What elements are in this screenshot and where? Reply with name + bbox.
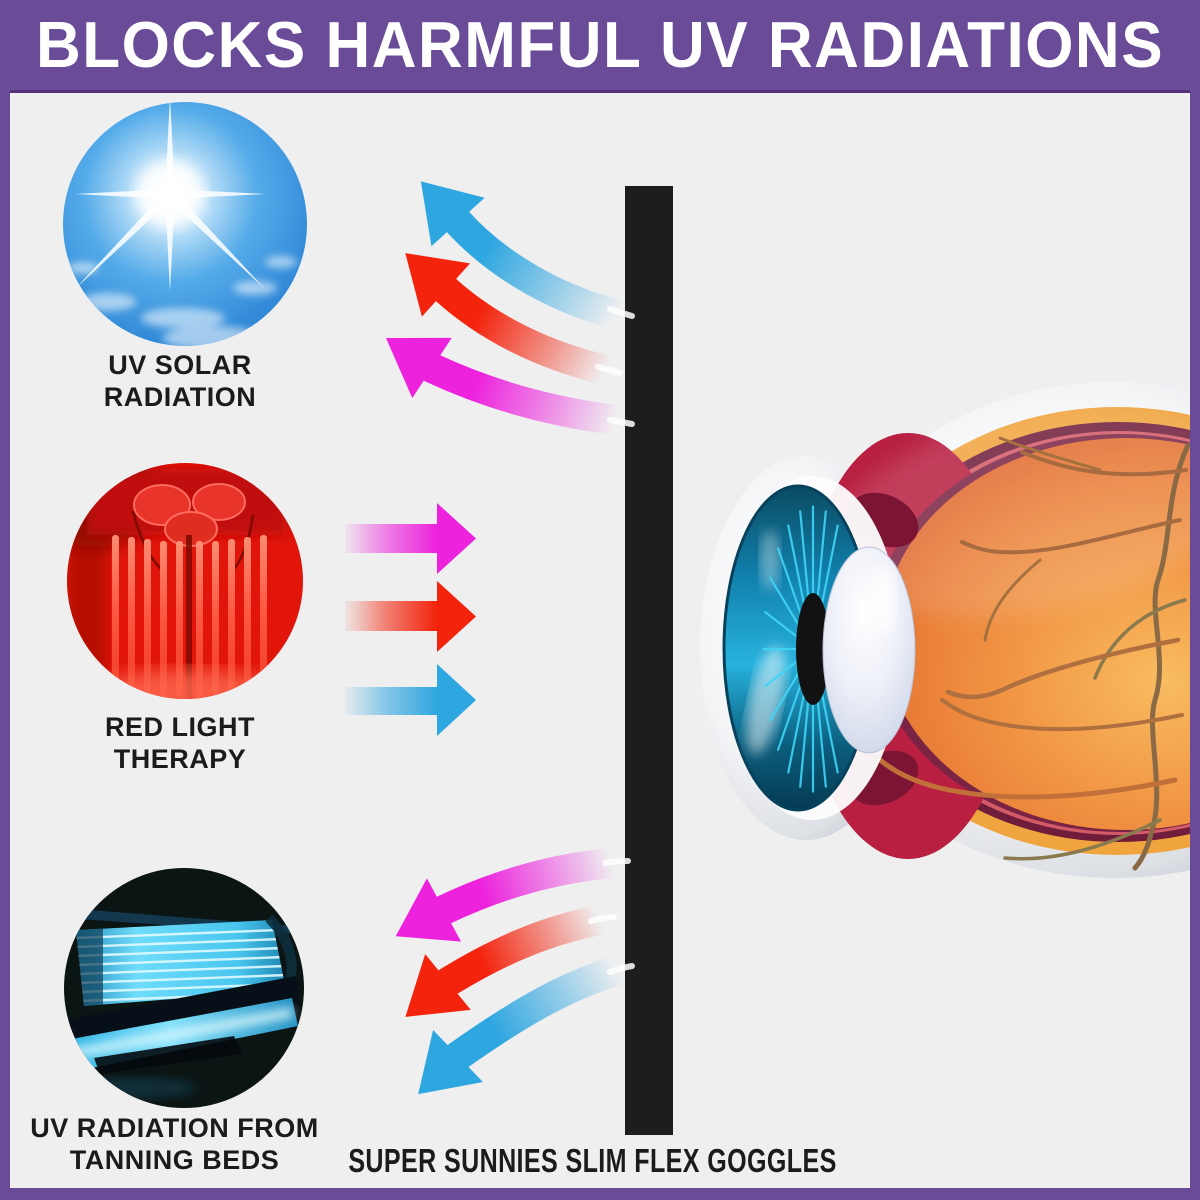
arrow-tail-highlights [595, 306, 635, 427]
reflected-arrow-blue [420, 181, 631, 329]
incoming-uv-arrows-middle [345, 503, 476, 736]
straight-arrow-magenta [345, 503, 476, 574]
tanning-bed-photo-circle [64, 868, 304, 1108]
label-uv-radiation-tanning-beds: UV RADIATION FROM TANNING BEDS [2, 1113, 347, 1177]
page-title: BLOCKS HARMFUL UV RADIATIONS [35, 9, 1165, 81]
retinal-blood-vessels [877, 436, 1191, 871]
red-light-tubes [112, 535, 267, 699]
arrow-tail-highlights-bottom [588, 858, 635, 975]
label-line: RADIATION [103, 381, 257, 412]
reflected-arrow-red [405, 253, 621, 385]
vitreous-sheen [833, 402, 1200, 618]
product-name-label: SUPER SUNNIES SLIM FLEX GOGGLES [348, 1142, 837, 1179]
label-uv-solar-radiation: UV SOLAR RADIATION [60, 350, 300, 414]
frame-border-left [0, 0, 10, 1200]
lens [822, 546, 916, 754]
label-line: THERAPY [113, 743, 247, 774]
reflected-arrow-magenta [386, 337, 631, 435]
straight-arrow-blue [345, 664, 476, 736]
sun-photo-circle [63, 102, 307, 346]
sun-core [155, 179, 185, 209]
label-line: UV SOLAR [108, 350, 252, 380]
reflected-arrow-blue-bottom [418, 955, 633, 1095]
cornea-highlight-2 [760, 530, 780, 590]
header-banner: BLOCKS HARMFUL UV RADIATIONS [0, 0, 1200, 93]
lens-highlight [873, 566, 895, 634]
clouds [67, 256, 297, 346]
label-line: RED LIGHT [105, 712, 255, 742]
label-line: TANNING BEDS [69, 1144, 280, 1175]
goggle-lens-bar [625, 186, 673, 1135]
reflected-uv-arrows-top [386, 181, 635, 435]
label-red-light-therapy: RED LIGHT THERAPY [60, 712, 300, 776]
bench-shadow [94, 1036, 242, 1074]
straight-arrow-red [345, 581, 476, 652]
reflected-arrow-magenta-bottom [395, 848, 627, 942]
reflected-arrow-red-bottom [405, 905, 615, 1017]
human-eye-cross-section-illustration [700, 382, 1200, 878]
cornea-highlight [746, 646, 786, 754]
frame-border-right [1190, 0, 1200, 1200]
red-light-therapy-photo-circle [67, 463, 303, 699]
reflected-uv-arrows-bottom [395, 848, 635, 1095]
pupil [796, 593, 830, 705]
booth-lamps [131, 483, 255, 576]
iris-radial-fibers [762, 505, 839, 793]
label-line: UV RADIATION FROM [30, 1113, 319, 1143]
frame-border-bottom [0, 1188, 1200, 1200]
